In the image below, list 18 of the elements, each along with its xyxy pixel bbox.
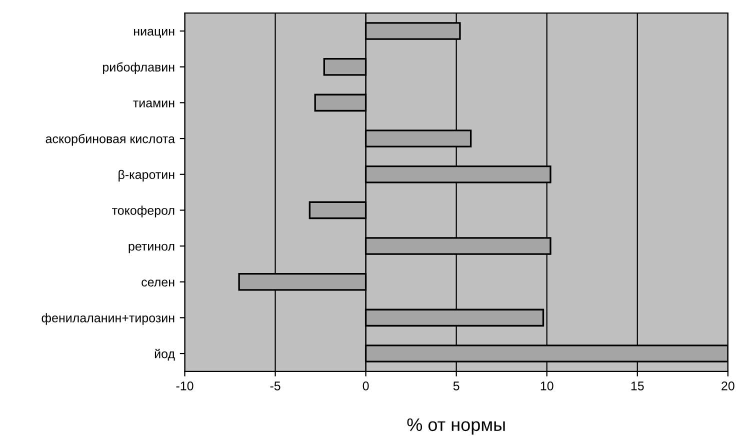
y-tick-label: аскорбиновая кислота	[46, 134, 176, 146]
y-tick-label: ниацин	[134, 28, 174, 38]
x-tick-label: -10	[176, 382, 194, 390]
y-tick-label: йод	[154, 348, 175, 361]
y-tick-label: β-каротин	[118, 170, 174, 182]
x-tick-label: 10	[540, 382, 554, 390]
y-tick-label: тиамин	[133, 100, 174, 108]
y-tick-label: токоферол	[112, 206, 174, 218]
x-tick-label: 20	[722, 382, 734, 390]
y-tick-label: ретинол	[128, 244, 174, 254]
x-tick-label: -5	[270, 382, 280, 390]
x-tick-label: 15	[631, 382, 644, 390]
x-tick-label: 0	[362, 382, 369, 390]
x-tick-label: 5	[453, 382, 460, 390]
y-tick-label: селен	[142, 280, 174, 287]
y-tick-label: рибофлавин	[103, 62, 174, 74]
x-axis-title: % от нормы	[407, 418, 505, 435]
y-tick-label: фенилаланин+тирозин	[42, 313, 174, 325]
